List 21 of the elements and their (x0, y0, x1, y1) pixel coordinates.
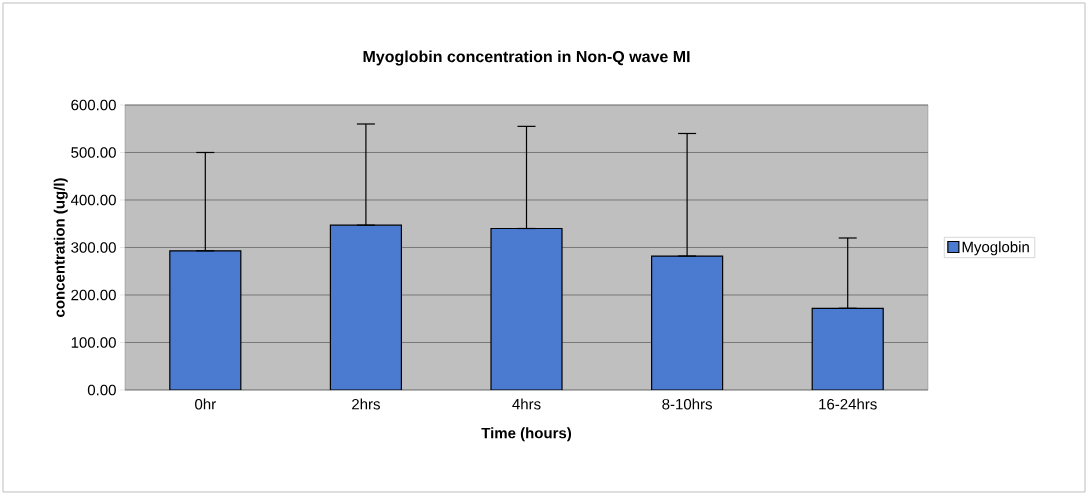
x-axis-title: Time (hours) (481, 427, 572, 442)
y-tick-label: 100.00 (71, 337, 116, 348)
x-tick-label: 4hrs (512, 398, 541, 410)
y-tick-label: 0.00 (87, 384, 116, 396)
bar (490, 227, 563, 390)
chart-title: Myoglobin concentration in Non-Q wave MI (363, 50, 690, 66)
bar (811, 307, 884, 390)
x-tick-label: 8-10hrs (662, 398, 712, 410)
y-tick-label: 200.00 (71, 289, 116, 301)
y-tick-label: 600.00 (71, 99, 116, 111)
bar (329, 224, 403, 390)
bar (651, 255, 724, 390)
y-tick-label: 300.00 (71, 242, 116, 253)
bar (169, 250, 242, 390)
x-tick-label: 2hrs (352, 398, 380, 410)
x-tick-label: 0hr (195, 398, 216, 410)
legend-label: Myoglobin (962, 241, 1029, 256)
x-tick-label: 16-24hrs (819, 398, 877, 410)
y-axis-title: concentration (ug/l) (53, 178, 68, 317)
y-tick-label: 400.00 (70, 194, 116, 206)
y-tick-label: 500.00 (71, 147, 116, 158)
